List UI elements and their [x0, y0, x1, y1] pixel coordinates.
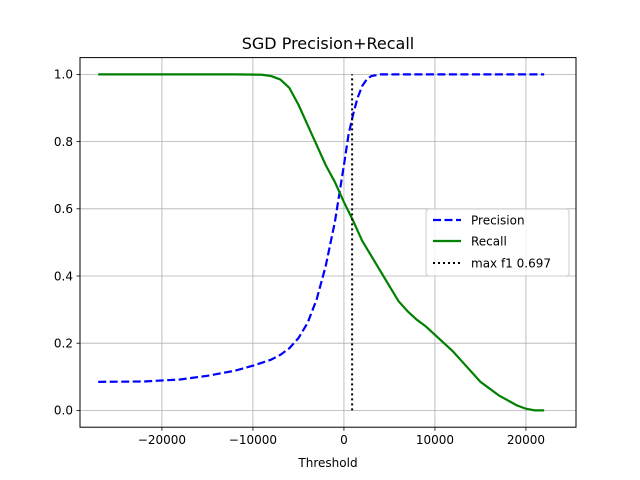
y-tick-label-1: 0.2: [54, 337, 73, 351]
axis-ticks: −20000 −10000 0 10000 20000 0.0 0.2 0.4 0.6 0.8 1.…: [54, 68, 545, 448]
legend-precision-label: Precision: [471, 214, 525, 228]
y-tick-label-2: 0.4: [54, 269, 73, 283]
x-tick-label-2: 0: [340, 433, 348, 447]
chart-title: SGD Precision+Recall: [242, 34, 415, 53]
plot-series: [98, 73, 545, 412]
y-tick-label-4: 0.8: [54, 135, 73, 149]
y-tick-label-3: 0.6: [54, 202, 73, 216]
x-tick-label-1: −10000: [229, 433, 277, 447]
x-tick-label-3: 10000: [416, 433, 454, 447]
x-tick-label-0: −20000: [138, 433, 186, 447]
legend: Precision Recall max f1 0.697: [425, 208, 570, 277]
grid-lines: [80, 57, 576, 428]
legend-max-f1-label: max f1 0.697: [471, 257, 551, 271]
legend-recall-label: Recall: [471, 235, 507, 249]
series-line-recall: [98, 73, 545, 412]
x-tick-label-4: 20000: [507, 433, 545, 447]
x-axis-label: Threshold: [297, 456, 357, 470]
series-line-precision: [98, 73, 545, 383]
legend-box: [425, 208, 570, 277]
y-tick-label-0: 0.0: [54, 404, 73, 418]
y-tick-label-5: 1.0: [54, 68, 73, 82]
plot-frame: [79, 57, 577, 428]
